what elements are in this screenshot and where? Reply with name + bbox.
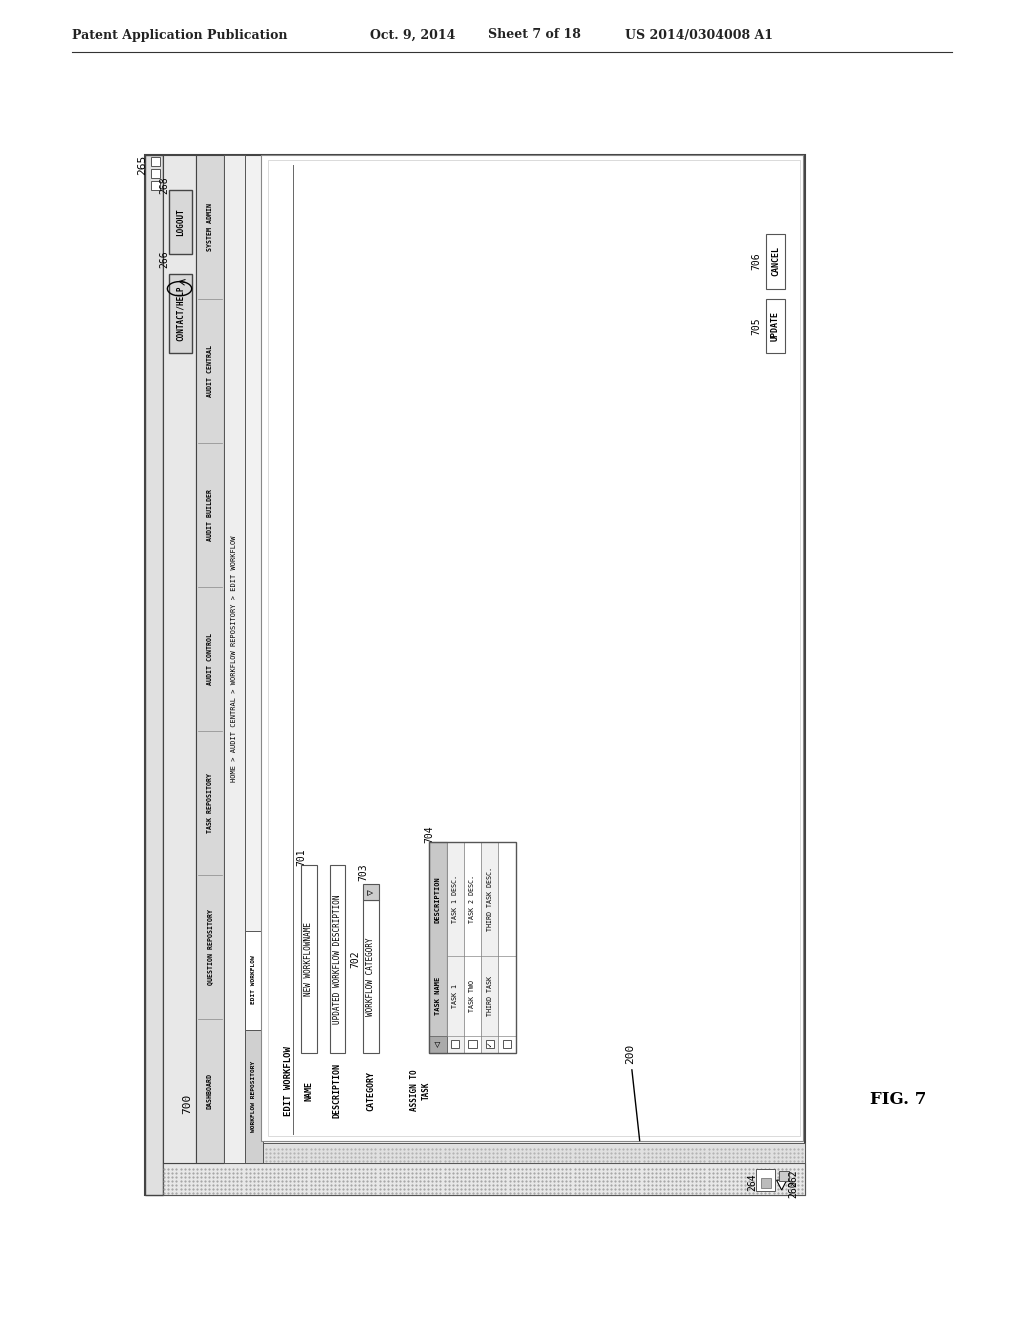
Text: SYSTEM ADMIN: SYSTEM ADMIN: [207, 203, 213, 251]
Polygon shape: [499, 842, 516, 1053]
Polygon shape: [364, 884, 379, 900]
Polygon shape: [766, 234, 784, 289]
Text: DESCRIPTION: DESCRIPTION: [333, 1063, 342, 1118]
Polygon shape: [224, 154, 245, 1163]
Text: ✓: ✓: [485, 1041, 495, 1047]
Polygon shape: [429, 842, 446, 1053]
Text: TASK REPOSITORY: TASK REPOSITORY: [207, 774, 213, 833]
Text: 262: 262: [787, 1170, 798, 1187]
Polygon shape: [152, 169, 160, 178]
Text: WORKFLOW REPOSITORY: WORKFLOW REPOSITORY: [251, 1061, 256, 1133]
Text: AUDIT BUILDER: AUDIT BUILDER: [207, 490, 213, 541]
Polygon shape: [429, 1035, 446, 1053]
Text: 701: 701: [296, 849, 306, 866]
Text: 264: 264: [748, 1173, 757, 1191]
Text: TASK 1: TASK 1: [453, 983, 458, 1008]
Polygon shape: [766, 298, 784, 352]
Text: 265: 265: [137, 154, 147, 174]
Text: 706: 706: [752, 252, 761, 271]
Polygon shape: [261, 154, 803, 1140]
Text: TASK 1 DESC.: TASK 1 DESC.: [453, 875, 458, 924]
Text: Oct. 9, 2014: Oct. 9, 2014: [370, 29, 456, 41]
Polygon shape: [778, 1171, 788, 1181]
Text: AUDIT CENTRAL: AUDIT CENTRAL: [207, 345, 213, 397]
Text: HOME > AUDIT CENTRAL > WORKFLOW REPOSITORY > EDIT WORKFLOW: HOME > AUDIT CENTRAL > WORKFLOW REPOSITO…: [231, 536, 238, 783]
Text: 260: 260: [787, 1180, 798, 1197]
Polygon shape: [776, 1180, 786, 1191]
Polygon shape: [464, 842, 481, 1053]
Text: Patent Application Publication: Patent Application Publication: [72, 29, 288, 41]
Polygon shape: [245, 1030, 263, 1163]
Polygon shape: [263, 1143, 805, 1163]
Polygon shape: [152, 181, 160, 190]
Text: US 2014/0304008 A1: US 2014/0304008 A1: [625, 29, 773, 41]
Text: EDIT WORKFLOW: EDIT WORKFLOW: [284, 1047, 293, 1115]
Text: 704: 704: [424, 825, 434, 843]
Text: CATEGORY: CATEGORY: [367, 1071, 376, 1110]
Text: TASK TWO: TASK TWO: [469, 979, 475, 1012]
Text: UPDATED WORKFLOW DESCRIPTION: UPDATED WORKFLOW DESCRIPTION: [333, 895, 342, 1024]
Text: LOGOUT: LOGOUT: [176, 209, 185, 236]
Text: CONTACT/HELP: CONTACT/HELP: [176, 285, 185, 342]
Polygon shape: [330, 865, 345, 1053]
Polygon shape: [485, 1040, 494, 1048]
Polygon shape: [446, 842, 464, 1053]
Text: QUESTION REPOSITORY: QUESTION REPOSITORY: [207, 909, 213, 985]
Text: Sheet 7 of 18: Sheet 7 of 18: [488, 29, 581, 41]
Polygon shape: [452, 1040, 459, 1048]
Text: FIG. 7: FIG. 7: [870, 1092, 927, 1109]
Text: ASSIGN TO: ASSIGN TO: [410, 1069, 419, 1111]
Text: 700: 700: [182, 1094, 193, 1114]
Text: 705: 705: [752, 317, 761, 335]
Text: 266: 266: [160, 251, 169, 268]
Polygon shape: [364, 900, 379, 1053]
Polygon shape: [163, 154, 196, 1163]
Polygon shape: [468, 1040, 476, 1048]
Text: DESCRIPTION: DESCRIPTION: [435, 876, 441, 923]
Polygon shape: [152, 157, 160, 166]
Text: UPDATE: UPDATE: [771, 310, 780, 341]
Text: THIRD TASK DESC.: THIRD TASK DESC.: [486, 867, 493, 932]
Text: DASHBOARD: DASHBOARD: [207, 1073, 213, 1109]
Text: ◁: ◁: [433, 1041, 443, 1047]
Polygon shape: [169, 273, 191, 352]
Polygon shape: [761, 1179, 771, 1188]
Text: NAME: NAME: [304, 1081, 313, 1101]
Text: AUDIT CONTROL: AUDIT CONTROL: [207, 634, 213, 685]
Polygon shape: [245, 931, 263, 1030]
Text: ▽: ▽: [366, 888, 376, 895]
Polygon shape: [481, 842, 499, 1053]
Polygon shape: [163, 1163, 805, 1195]
Text: TASK 2 DESC.: TASK 2 DESC.: [469, 875, 475, 924]
Polygon shape: [301, 865, 316, 1053]
Polygon shape: [757, 1170, 774, 1191]
Text: 268: 268: [160, 176, 169, 194]
Text: 703: 703: [358, 863, 369, 880]
Text: EDIT WORKFLOW: EDIT WORKFLOW: [251, 956, 256, 1005]
Text: TASK: TASK: [422, 1081, 431, 1100]
Text: NEW WORKFLOWNAME: NEW WORKFLOWNAME: [304, 923, 313, 997]
Text: 200: 200: [626, 1044, 640, 1140]
Text: CANCEL: CANCEL: [771, 247, 780, 276]
Text: TASK NAME: TASK NAME: [435, 977, 441, 1015]
Polygon shape: [196, 154, 224, 1163]
Polygon shape: [268, 160, 800, 1135]
Polygon shape: [145, 154, 163, 1195]
Text: THIRD TASK: THIRD TASK: [486, 975, 493, 1016]
Polygon shape: [145, 154, 805, 1195]
Text: 702: 702: [350, 950, 360, 968]
Polygon shape: [169, 190, 191, 253]
Text: WORKFLOW CATEGORY: WORKFLOW CATEGORY: [367, 937, 376, 1016]
Polygon shape: [503, 1040, 511, 1048]
